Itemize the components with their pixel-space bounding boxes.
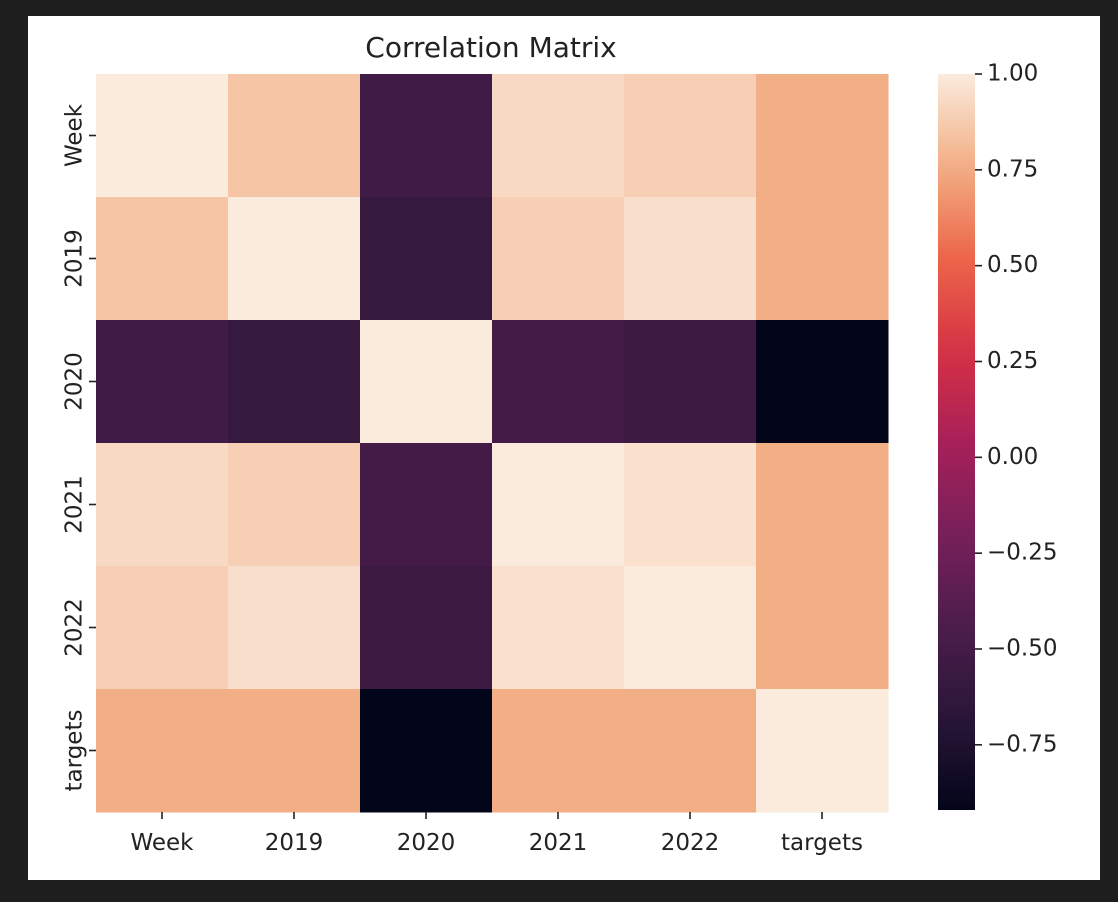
heatmap-cell-3-2 xyxy=(360,443,493,567)
heatmap-cell-4-2 xyxy=(360,566,493,690)
y-axis-ticks: Week 2019 2020 2021 2022 targets xyxy=(62,103,96,792)
y-tick-label: targets xyxy=(62,710,88,792)
heatmap-cell-2-2 xyxy=(360,320,493,444)
heatmap-cell-5-4 xyxy=(624,689,757,813)
heatmap-cell-0-3 xyxy=(492,74,625,198)
heatmap-cell-2-5 xyxy=(756,320,889,444)
colorbar-tick-label: 0.50 xyxy=(987,252,1038,278)
colorbar-tick-label: 0.00 xyxy=(987,444,1038,470)
y-tick-label: Week xyxy=(62,103,88,167)
heatmap-cell-0-2 xyxy=(360,74,493,198)
heatmap-cell-5-3 xyxy=(492,689,625,813)
x-tick-label: Week xyxy=(130,830,194,856)
heatmap-cell-4-1 xyxy=(228,566,361,690)
heatmap-cell-2-1 xyxy=(228,320,361,444)
heatmap-cell-1-4 xyxy=(624,197,757,321)
heatmap-cell-3-0 xyxy=(96,443,229,567)
y-tick-label: 2019 xyxy=(62,229,88,288)
heatmap-cell-5-5 xyxy=(756,689,889,813)
heatmap-cell-3-4 xyxy=(624,443,757,567)
colorbar-tick-label: 0.25 xyxy=(987,348,1038,374)
heatmap-cell-1-5 xyxy=(756,197,889,321)
heatmap-cell-3-3 xyxy=(492,443,625,567)
heatmap-cell-4-5 xyxy=(756,566,889,690)
colorbar-tick-label: 1.00 xyxy=(987,61,1038,87)
heatmap-cell-2-3 xyxy=(492,320,625,444)
heatmap-cell-1-2 xyxy=(360,197,493,321)
x-axis-ticks: Week 2019 2020 2021 2022 targets xyxy=(130,812,863,856)
heatmap-cell-0-5 xyxy=(756,74,889,198)
x-tick-label: 2019 xyxy=(265,830,324,856)
x-tick-label: 2021 xyxy=(529,830,588,856)
heatmap-cell-1-0 xyxy=(96,197,229,321)
heatmap-cell-1-1 xyxy=(228,197,361,321)
heatmap-cell-5-0 xyxy=(96,689,229,813)
heatmap-cell-2-0 xyxy=(96,320,229,444)
x-tick-label: 2020 xyxy=(397,830,456,856)
y-tick-label: 2020 xyxy=(62,352,88,411)
heatmap-cells xyxy=(96,74,889,813)
heatmap-cell-3-5 xyxy=(756,443,889,567)
heatmap-cell-0-0 xyxy=(96,74,229,198)
colorbar-tick-label: 0.75 xyxy=(987,156,1038,182)
colorbar-tick-label: −0.75 xyxy=(987,731,1057,757)
x-tick-label: 2022 xyxy=(661,830,720,856)
x-tick-label: targets xyxy=(781,830,863,856)
heatmap-cell-0-1 xyxy=(228,74,361,198)
colorbar-ticks: 1.00 0.75 0.50 0.25 0.00 −0.25 −0.50 −0.75 xyxy=(975,61,1057,757)
heatmap-cell-4-4 xyxy=(624,566,757,690)
heatmap-cell-0-4 xyxy=(624,74,757,198)
heatmap-cell-1-3 xyxy=(492,197,625,321)
colorbar-tick-label: −0.25 xyxy=(987,540,1057,566)
colorbar xyxy=(938,74,975,810)
y-tick-label: 2021 xyxy=(62,475,88,534)
y-tick-label: 2022 xyxy=(62,598,88,657)
heatmap-chart: Correlation Matrix Week 2019 2020 2021 2022 t… xyxy=(62,31,1058,856)
heatmap-cell-4-0 xyxy=(96,566,229,690)
chart-title: Correlation Matrix xyxy=(365,31,616,64)
colorbar-tick-label: −0.50 xyxy=(987,636,1057,662)
heatmap-cell-5-1 xyxy=(228,689,361,813)
heatmap-cell-4-3 xyxy=(492,566,625,690)
heatmap-cell-2-4 xyxy=(624,320,757,444)
heatmap-cell-3-1 xyxy=(228,443,361,567)
chart-figure: Correlation Matrix Week 2019 2020 2021 2022 t… xyxy=(28,16,1100,880)
heatmap-cell-5-2 xyxy=(360,689,493,813)
